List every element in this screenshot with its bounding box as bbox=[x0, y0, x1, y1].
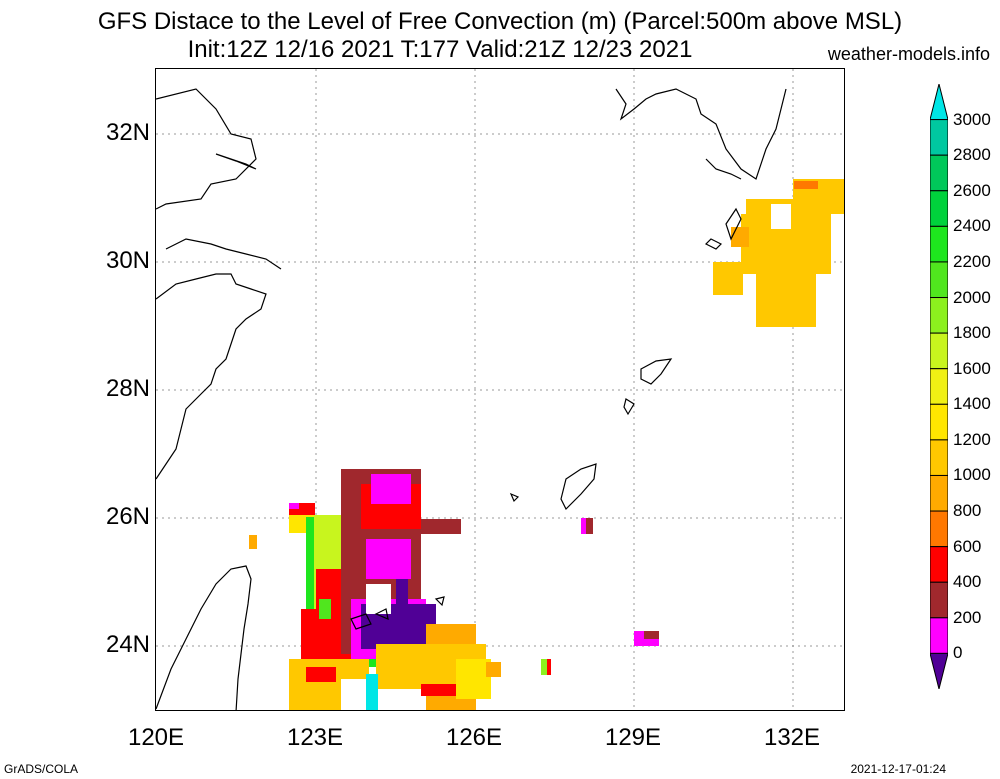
colorbar-label: 2800 bbox=[953, 145, 991, 165]
colorbar-segment bbox=[930, 546, 948, 583]
map-title: GFS Distace to the Level of Free Convect… bbox=[97, 8, 903, 35]
lfc-field-northeast bbox=[713, 179, 844, 327]
colorbar-label: 1800 bbox=[953, 323, 991, 343]
colorbar-segment bbox=[930, 332, 948, 370]
colorbar-label: 600 bbox=[953, 536, 982, 556]
colorbar-label: 0 bbox=[953, 643, 963, 663]
site-credit: weather-models.info bbox=[827, 44, 990, 64]
footer-left: GrADS/COLA bbox=[4, 762, 79, 776]
colorbar-label: 400 bbox=[953, 572, 982, 592]
colorbar-segment bbox=[930, 261, 948, 299]
colorbar-segment bbox=[930, 403, 948, 441]
colorbar-label: 2200 bbox=[953, 251, 991, 271]
colorbar-segment bbox=[930, 119, 948, 156]
colorbar-label: 1000 bbox=[953, 465, 991, 485]
colorbar-label: 1400 bbox=[953, 394, 991, 414]
colorbar-label: 2600 bbox=[953, 180, 991, 200]
colorbar-label: 2000 bbox=[953, 287, 991, 307]
coastlines bbox=[156, 88, 787, 710]
lat-label: 30N bbox=[105, 247, 150, 274]
lat-label: 32N bbox=[105, 119, 150, 146]
colorbar-label: 200 bbox=[953, 607, 982, 627]
lon-label: 132E bbox=[763, 724, 821, 751]
colorbar-segment bbox=[930, 510, 948, 548]
colorbar-segment bbox=[930, 225, 948, 263]
footer-right: 2021-12-17-01:24 bbox=[850, 762, 946, 776]
lat-label: 28N bbox=[105, 375, 150, 402]
colorbar-segment bbox=[930, 368, 948, 405]
colorbar-label: 1200 bbox=[953, 429, 991, 449]
lon-label: 126E bbox=[445, 724, 503, 751]
lon-label: 120E bbox=[127, 724, 185, 751]
lat-label: 26N bbox=[105, 503, 150, 530]
graticule bbox=[156, 69, 844, 710]
lat-label: 24N bbox=[105, 631, 150, 658]
colorbar-label: 2400 bbox=[953, 216, 991, 236]
lfc-field-southwest bbox=[249, 469, 659, 710]
map-canvas bbox=[156, 69, 844, 710]
map-subtitle: Init:12Z 12/16 2021 T:177 Valid:21Z 12/2… bbox=[187, 36, 693, 63]
colorbar-arrow-bottom bbox=[930, 652, 948, 689]
colorbar-segment bbox=[930, 581, 948, 619]
colorbar-segment bbox=[930, 617, 948, 654]
colorbar-segment bbox=[930, 474, 948, 512]
colorbar-label: 800 bbox=[953, 501, 982, 521]
colorbar-segment bbox=[930, 439, 948, 476]
colorbar-segment bbox=[930, 297, 948, 334]
colorbar-segment bbox=[930, 190, 948, 227]
colorbar-label: 3000 bbox=[953, 109, 991, 129]
map-panel bbox=[155, 68, 845, 711]
colorbar bbox=[930, 84, 948, 689]
colorbar-segment bbox=[930, 154, 948, 192]
colorbar-arrow-top bbox=[930, 84, 948, 121]
lon-label: 129E bbox=[604, 724, 662, 751]
lon-label: 123E bbox=[286, 724, 344, 751]
colorbar-label: 1600 bbox=[953, 358, 991, 378]
